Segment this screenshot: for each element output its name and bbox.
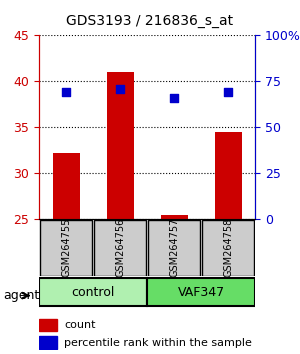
Point bbox=[64, 90, 68, 95]
FancyBboxPatch shape bbox=[39, 278, 147, 306]
Text: VAF347: VAF347 bbox=[177, 286, 225, 298]
Text: GSM264757: GSM264757 bbox=[169, 218, 179, 278]
Text: GSM264755: GSM264755 bbox=[61, 218, 71, 278]
Text: count: count bbox=[64, 320, 96, 330]
Text: percentile rank within the sample: percentile rank within the sample bbox=[64, 338, 252, 348]
Bar bbox=[39, 319, 57, 331]
Text: GSM264758: GSM264758 bbox=[223, 218, 233, 278]
Point bbox=[226, 90, 230, 95]
Text: GSM264756: GSM264756 bbox=[115, 218, 125, 278]
Bar bbox=[160, 215, 188, 219]
FancyBboxPatch shape bbox=[94, 220, 146, 275]
Bar bbox=[214, 132, 242, 219]
FancyBboxPatch shape bbox=[147, 278, 255, 306]
FancyBboxPatch shape bbox=[148, 220, 200, 275]
Point bbox=[118, 86, 122, 92]
Text: agent: agent bbox=[3, 289, 39, 302]
Text: control: control bbox=[71, 286, 115, 298]
FancyBboxPatch shape bbox=[40, 220, 92, 275]
Point bbox=[172, 95, 176, 101]
Bar bbox=[39, 336, 57, 349]
FancyBboxPatch shape bbox=[202, 220, 254, 275]
Bar bbox=[106, 72, 134, 219]
Bar bbox=[52, 153, 80, 219]
Text: GDS3193 / 216836_s_at: GDS3193 / 216836_s_at bbox=[66, 14, 234, 28]
